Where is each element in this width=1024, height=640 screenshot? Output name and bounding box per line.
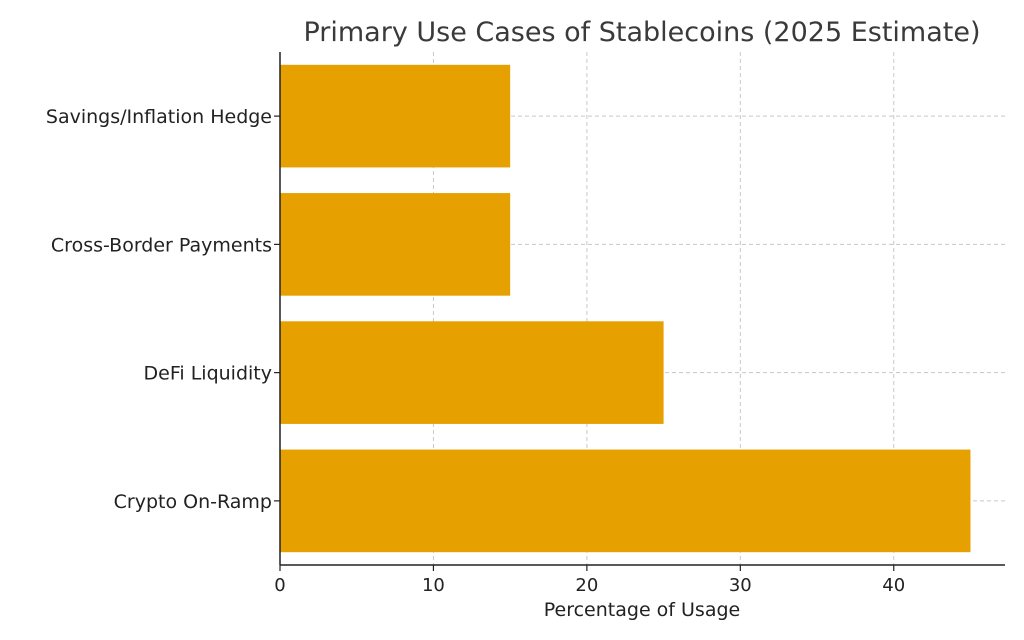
- x-tick-label: 40: [882, 575, 905, 596]
- bars: [280, 64, 971, 553]
- bar-defi-liquidity: [280, 321, 664, 424]
- y-tick-label: Savings/Inflation Hedge: [46, 106, 272, 128]
- axes: [274, 52, 1005, 571]
- x-tick-label: 10: [422, 575, 445, 596]
- x-tick-labels: 0 10 20 30 40: [274, 575, 905, 596]
- x-tick-label: 20: [575, 575, 598, 596]
- y-tick-labels: Crypto On-Ramp DeFi Liquidity Cross-Border…: [46, 106, 272, 513]
- bar-savings-inflation-hedge: [280, 64, 511, 168]
- chart-title: Primary Use Cases of Stablecoins (2025 E…: [303, 17, 980, 48]
- x-axis-label: Percentage of Usage: [544, 599, 740, 621]
- x-tick-label: 0: [274, 575, 285, 596]
- bar-cross-border-payments: [280, 193, 511, 296]
- y-tick-label: Crypto On-Ramp: [114, 491, 272, 513]
- x-tick-label: 30: [729, 575, 752, 596]
- y-tick-label: Cross-Border Payments: [51, 234, 272, 256]
- bar-crypto-on-ramp: [280, 449, 971, 553]
- y-tick-label: DeFi Liquidity: [144, 363, 272, 385]
